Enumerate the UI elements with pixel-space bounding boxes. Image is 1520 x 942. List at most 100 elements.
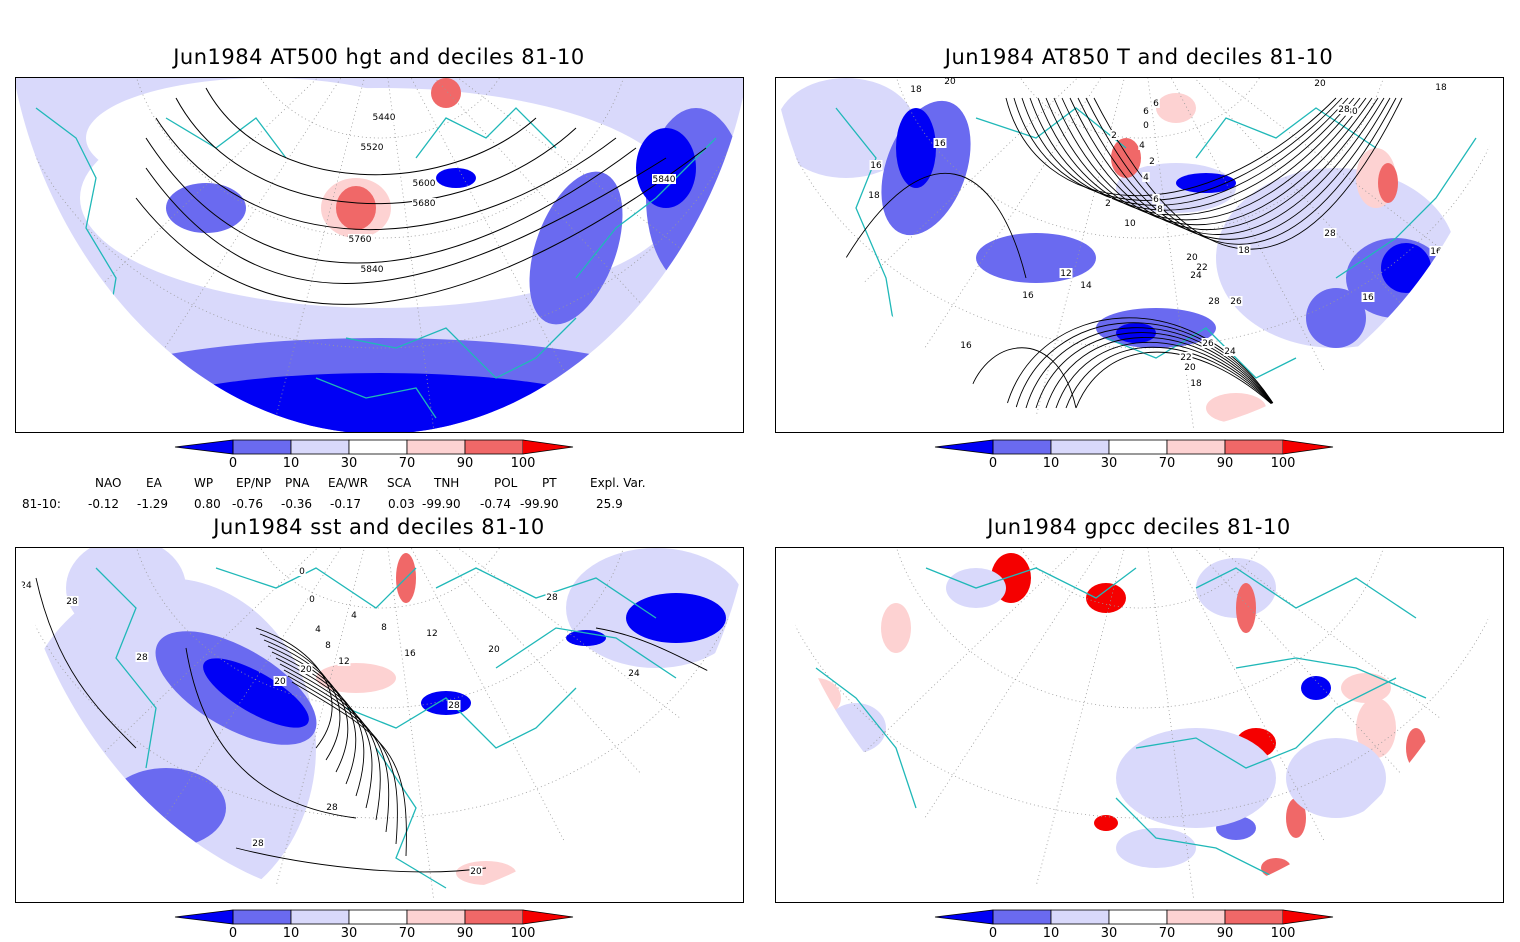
colorbar-tick-label-0: 0 [989,926,997,941]
contour-label-sst-12-bg [299,664,313,674]
contour-label-sst-18: 28 [325,802,339,813]
temp-contour-s-5 [1055,341,1277,409]
index-value-wp: 0.80 [194,497,221,511]
coastline [1135,677,1397,769]
colorbar-hgt500: 0 10 30 70 90 100 [174,439,574,471]
contour-label-sst-3-bg [298,566,306,576]
contour-label-t850-25: 28 [1323,228,1337,239]
contour-label-t850-10: 0 [1142,120,1150,131]
colorbar-segment-1 [1050,909,1110,925]
colorbar-arrow-right-outline [1282,909,1334,925]
colorbar-tick-label-5: 100 [1271,926,1296,941]
coastline [1195,567,1417,619]
contour-label-t850-22-bg [1189,270,1203,280]
contour-label-hgt-3-bg [412,198,436,208]
contour-label-t850-2-bg [933,138,947,148]
temp-contour-s-7 [1075,351,1277,409]
contour-label-t850-28-text: 20 [1314,79,1326,89]
temp-contour-2 [1021,97,1349,206]
contour-label-sst-0-text: 24 [20,581,32,591]
contour-label-t850-26-text: 30 [1346,107,1358,117]
colorbar-tick-label-1: 10 [283,456,300,471]
contour-label-sst-13-text: 20 [274,677,286,687]
field-bluedark-east [636,128,696,208]
contour-label-hgt-6-text: 5840 [653,175,676,185]
contour-label-t850-33: 26 [1201,338,1215,349]
contour-label-sst-16-bg [545,592,559,602]
coastline [815,667,917,809]
contour-label-t850-26-bg [1345,106,1359,116]
precip-anomaly-18 [1286,738,1386,818]
temp-contour-7 [1061,97,1379,230]
index-header-pna: PNA [285,476,310,490]
contour-label-t850-25-bg [1323,228,1337,238]
contour-label-sst-1-bg [65,596,79,606]
contour-label-t850-20-text: 20 [1186,253,1198,263]
coastline [95,567,157,769]
contour-label-sst-3-text: 0 [299,567,305,577]
contour-label-sst-17: 24 [627,668,641,679]
index-value-sca: 0.03 [388,497,415,511]
contour-label-t850-5: 2 [1110,130,1118,141]
contour-label-t850-3-text: 16 [870,161,882,171]
sst-contour-w [35,577,137,749]
precip-anomaly-13 [1286,798,1306,838]
contour-label-t850-30-bg [1429,246,1443,256]
contour-label-t850-19-bg [1237,245,1251,255]
contour-label-t850-14: 8 [1156,204,1164,215]
contour-label-t850-19: 18 [1237,245,1251,256]
colorbar-tick-label-3: 70 [399,926,416,941]
field-blue-asia [529,171,623,325]
coastline [345,687,577,749]
contour-label-t850-17-text: 14 [1080,281,1092,291]
coastline [1195,107,1377,159]
colorbar-gpcc: 0 10 30 70 90 100 [934,909,1334,941]
coastline [1105,327,1297,379]
map-gpcc-graphic [776,548,1503,902]
contour-label-t850-36-bg [1183,362,1197,372]
colorbar-sst: 0 10 30 70 90 100 [174,909,574,941]
contour-label-sst-10: 12 [425,628,439,639]
contour-label-sst-8: 8 [324,640,332,651]
contour-label-t850-14-text: 8 [1157,205,1163,215]
contour-label-t850-18-text: 16 [1022,291,1034,301]
contour-label-sst-9-text: 12 [338,657,349,667]
precip-anomaly-20 [1341,673,1391,703]
contour-label-t850-7: 4 [1138,140,1146,151]
temp-contour-10 [1085,97,1397,245]
contour-label-t850-21: 22 [1195,262,1209,273]
temp-contour-1 [1013,97,1343,201]
contour-label-t850-27-bg [1337,104,1351,114]
precip-anomaly-19 [1261,858,1291,878]
contour-label-t850-25-text: 28 [1324,229,1336,239]
coastline [315,377,437,419]
index-header-pt: PT [542,476,557,490]
contour-label-t850-23: 26 [1229,296,1243,307]
contour-label-sst-15-bg [447,700,461,710]
contour-label-t850-29: 18 [1434,82,1448,93]
colorbar-arrow-left [935,440,993,454]
index-header-epnp: EP/NP [236,476,272,490]
colorbar-arrow-right [523,910,573,924]
contour-label-hgt-6: 5840 [652,174,676,185]
contour-label-sst-6-bg [350,610,358,620]
index-value-pol: -0.74 [480,497,512,511]
contour-label-t850-23-text: 26 [1230,297,1242,307]
field-blue-atl [976,233,1096,283]
colorbar-tick-label-4: 90 [1217,456,1234,471]
graticule-meridian [776,78,1141,432]
contour-label-t850-24: 28 [1207,296,1221,307]
contour-label-sst-5-bg [314,624,322,634]
precip-anomaly-15 [1406,728,1426,768]
coastline [165,117,287,159]
contour-label-t850-9: 6 [1152,98,1160,109]
colorbar-arrow-left [175,910,233,924]
contour-label-t850-3-bg [869,160,883,170]
contour-label-hgt-2: 5600 [412,178,436,189]
contour-label-t850-10-bg [1142,120,1150,130]
colorbar-tick-label-1: 10 [1043,926,1060,941]
temp-contour-5 [1045,97,1367,221]
colorbar-arrow-right [1283,440,1333,454]
